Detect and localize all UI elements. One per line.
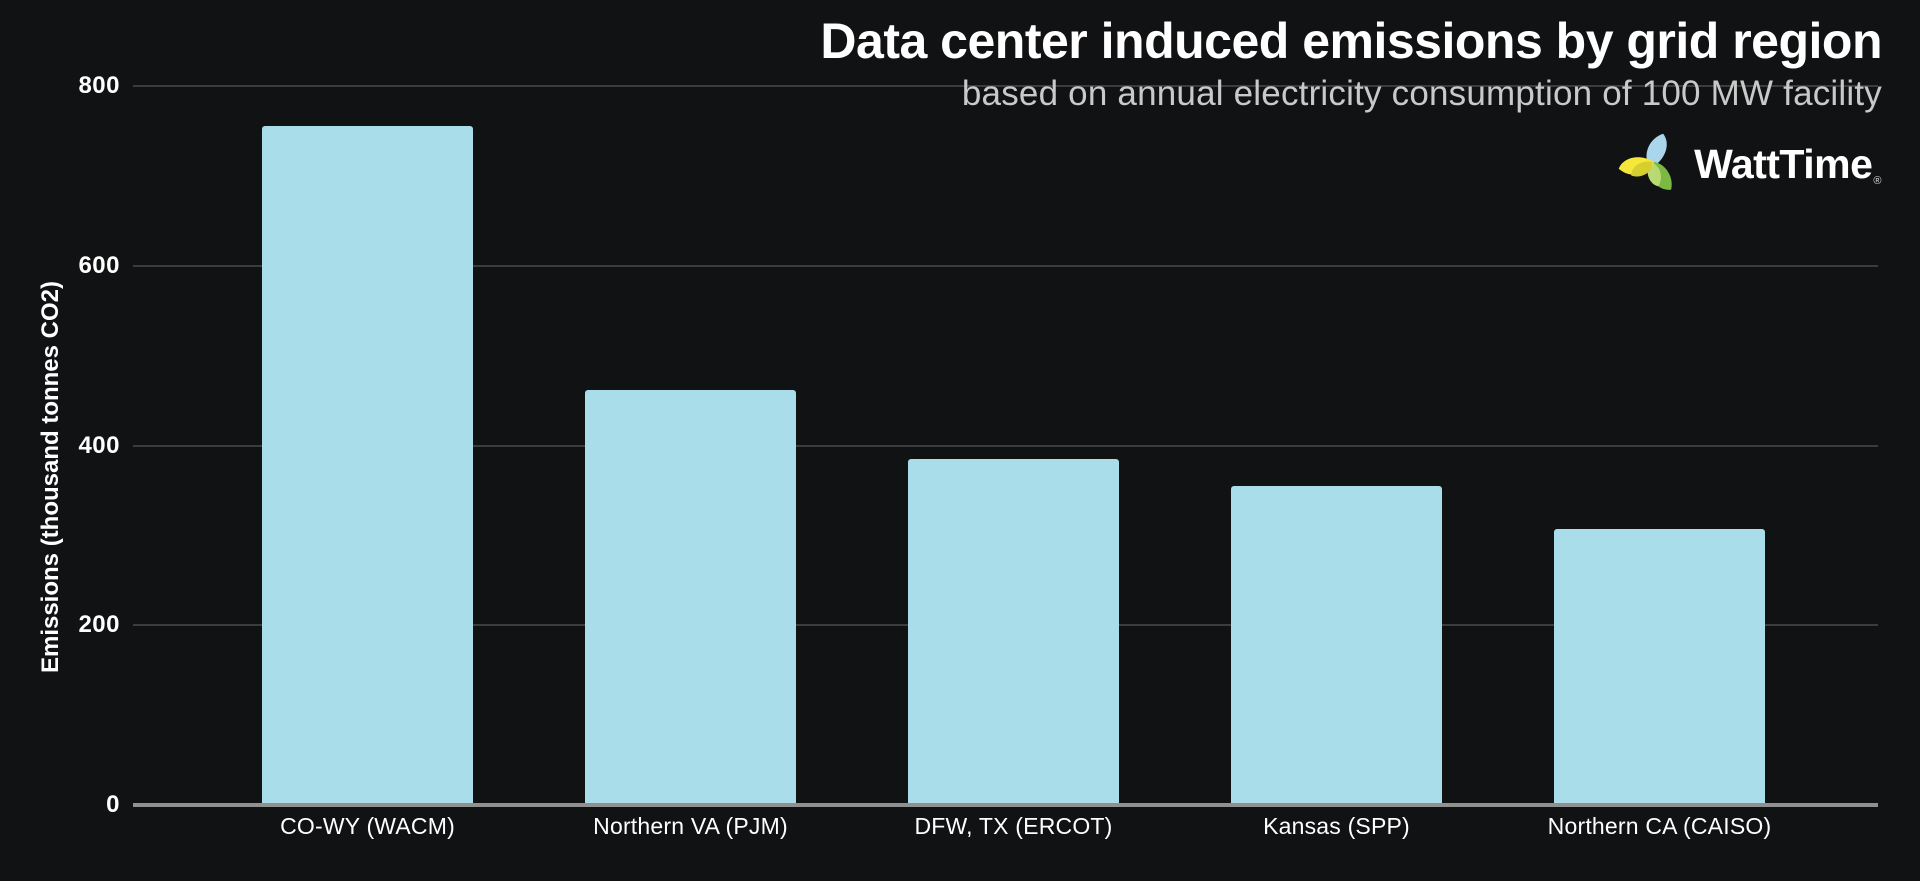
watttime-logo: WattTime® — [1614, 124, 1881, 204]
y-tick-label-400: 400 — [78, 431, 120, 459]
x-tick-label-4: Northern CA (CAISO) — [1547, 813, 1772, 839]
x-tick-label-3: Kansas (SPP) — [1263, 813, 1410, 839]
y-tick-label-200: 200 — [78, 611, 120, 639]
bar-co-wy-wacm — [262, 126, 473, 805]
bar-northern-ca-caiso — [1554, 529, 1765, 805]
y-tick-label-0: 0 — [106, 791, 120, 818]
bar-northern-va-pjm — [585, 389, 796, 805]
x-tick-label-0: CO-WY (WACM) — [280, 813, 455, 839]
registered-mark: ® — [1873, 174, 1881, 187]
y-tick-label-600: 600 — [78, 251, 120, 279]
watttime-wordmark: WattTime® — [1694, 140, 1881, 187]
chart-title: Data center induced emissions by grid re… — [820, 13, 1882, 69]
watttime-pinwheel-icon — [1618, 133, 1672, 190]
gridline-800 — [133, 85, 1878, 87]
bar-dfw-tx-ercot — [908, 458, 1119, 805]
bar-kansas-spp — [1231, 485, 1442, 805]
y-tick-label-800: 800 — [78, 72, 120, 99]
gridline-600 — [133, 264, 1878, 267]
x-tick-label-1: Northern VA (PJM) — [593, 813, 788, 839]
x-tick-label-2: DFW, TX (ERCOT) — [914, 813, 1113, 839]
gridline-400 — [133, 444, 1878, 447]
x-axis-line — [133, 803, 1878, 807]
chart-subtitle: based on annual electricity consumption … — [961, 74, 1882, 113]
y-axis-title: Emissions (thousand tonnes CO2) — [37, 280, 64, 674]
plot-area: 0 200 400 600 800 CO-WY (WACM) Northern VA (PJ… — [78, 72, 1878, 839]
